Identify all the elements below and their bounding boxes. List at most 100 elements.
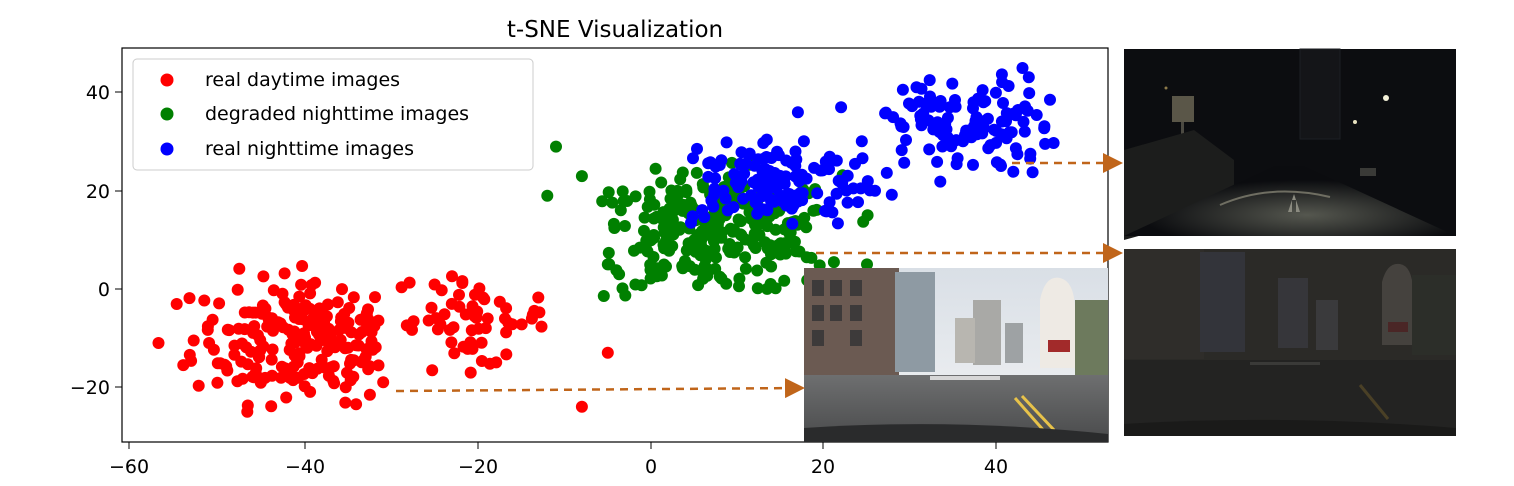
degraded-night-point (857, 215, 870, 228)
daytime-point (218, 358, 231, 371)
night-point (702, 157, 715, 170)
legend-box (132, 58, 534, 171)
night-point (941, 111, 954, 124)
night-point (990, 125, 1003, 137)
degraded-night-point (739, 262, 752, 275)
night-point (972, 92, 985, 105)
daytime-point (457, 340, 470, 353)
degraded-night-point (765, 260, 778, 273)
daytime-point (377, 376, 390, 389)
daytime-point (446, 270, 458, 283)
degraded-night-point (690, 166, 703, 179)
night-point (1001, 110, 1014, 123)
degraded-night-point (613, 268, 626, 281)
night-point (713, 159, 726, 171)
daytime-point (369, 291, 381, 304)
degraded-night-point (745, 235, 758, 248)
daytime-point (287, 374, 300, 387)
y-tick-label: 20 (86, 181, 110, 203)
night-point (790, 169, 803, 182)
night-point (698, 211, 711, 224)
daytime-point (185, 354, 198, 367)
degraded-night-point (788, 235, 801, 248)
night-point (852, 196, 864, 209)
night-point (789, 159, 802, 172)
night-point (753, 202, 766, 214)
daytime-point (363, 360, 376, 373)
night-point (753, 181, 766, 193)
daytime-point (481, 312, 494, 325)
degraded-night-point (602, 246, 615, 259)
night-point (1007, 165, 1020, 178)
night-point (769, 173, 782, 186)
degraded-night-point (728, 223, 741, 236)
daytime-point (500, 326, 513, 339)
legend-marker-red (160, 73, 174, 87)
degraded-night-point (660, 260, 672, 273)
inset-arrows (395, 153, 1123, 399)
night-point (841, 196, 854, 209)
daytime-point (336, 283, 348, 296)
degraded-night-point (667, 205, 680, 218)
night-point (1018, 125, 1031, 138)
night-point (1026, 166, 1039, 179)
daytime-point (468, 310, 481, 323)
degraded-night-point (575, 170, 588, 183)
daytime-point (304, 385, 317, 398)
night-point (702, 170, 715, 183)
night-point (797, 135, 810, 148)
x-tick-label: 20 (811, 456, 835, 478)
legend: real daytime images degraded nighttime i… (132, 58, 534, 171)
night-point (995, 160, 1007, 172)
night-point (763, 165, 776, 177)
legend-marker-blue (160, 142, 174, 156)
daytime-point (295, 278, 308, 291)
daytime-point (533, 306, 546, 319)
daytime-point (243, 306, 256, 319)
night-point (967, 158, 979, 171)
degraded-night-point (698, 260, 711, 273)
daytime-point (255, 307, 268, 320)
night-point (915, 82, 928, 95)
daytime-point (395, 281, 408, 294)
daytime-point (327, 374, 340, 387)
daytime-point (464, 366, 477, 379)
night-point (984, 139, 997, 152)
night-point (786, 217, 799, 230)
night-point (685, 216, 697, 229)
degraded-night-point (704, 220, 717, 232)
scatter-points (152, 62, 1060, 418)
night-point (989, 86, 1002, 99)
night-point (823, 150, 836, 163)
degraded-night-point (733, 280, 745, 293)
x-tick-label: 40 (984, 456, 1008, 478)
degraded-night-point (800, 221, 813, 234)
daytime-point (422, 314, 435, 327)
night-point (1022, 71, 1035, 84)
degraded-night-point (671, 189, 684, 202)
daytime-point (339, 396, 352, 409)
legend-item: real nighttime images (160, 138, 414, 160)
night-point (1003, 126, 1016, 139)
degraded-night-point (601, 258, 614, 271)
x-axis: −60 −40 −20 0 20 40 (109, 442, 1008, 478)
daytime-point (310, 325, 323, 338)
daytime-point (231, 283, 244, 296)
x-tick: −20 (458, 442, 498, 478)
daytime-point (324, 328, 337, 341)
daytime-point (198, 294, 211, 307)
night-point (931, 155, 944, 168)
degraded-night-point (739, 251, 752, 264)
daytime-point (601, 346, 614, 359)
night-point (931, 116, 944, 129)
night-point (1016, 62, 1029, 74)
daytime-point (475, 336, 488, 349)
x-tick-label: −60 (109, 456, 149, 478)
y-tick: −20 (70, 377, 122, 399)
degraded-night-point (778, 274, 791, 287)
legend-label: real daytime images (205, 69, 400, 91)
daytime-point (201, 320, 214, 333)
night-point (869, 184, 881, 197)
degraded-night-point (827, 256, 840, 269)
